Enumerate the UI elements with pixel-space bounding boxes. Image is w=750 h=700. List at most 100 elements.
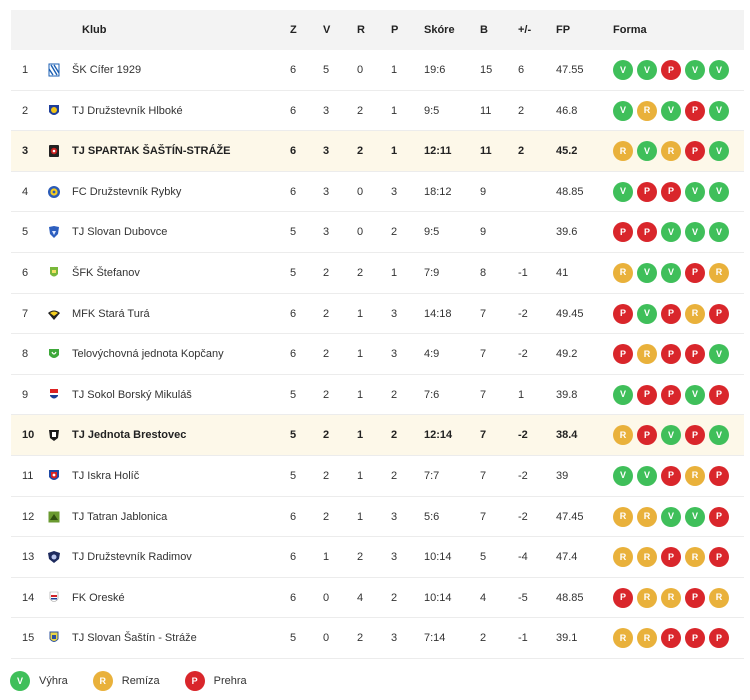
form-badge[interactable]: R [661, 587, 681, 608]
form-badge[interactable]: P [709, 303, 729, 324]
form-badge[interactable]: V [661, 506, 681, 527]
club-name-link[interactable]: ŠK Cífer 1929 [72, 64, 142, 76]
table-row[interactable]: 15 TJ Slovan Šaštín - Stráže 5 0 2 3 7:14 2 -1 39… [11, 618, 744, 659]
form-badge[interactable]: P [661, 547, 681, 568]
header-losses[interactable]: P [391, 24, 399, 36]
form-badge[interactable]: R [613, 506, 633, 527]
form-badge[interactable]: R [709, 587, 729, 608]
club-name-link[interactable]: TJ Slovan Dubovce [72, 226, 168, 239]
table-row[interactable]: 5 TJ Slovan Dubovce 5 3 0 2 9:5 9 39.6 P P V V V [11, 212, 744, 253]
form-badge[interactable]: V [709, 100, 729, 121]
table-row[interactable]: 6 ŠFK Štefanov 5 2 2 1 7:9 8 -1 41 R V V P R [11, 253, 744, 294]
form-badge[interactable]: P [613, 587, 633, 608]
club-name-link[interactable]: TJ Jednota Brestovec [72, 429, 187, 442]
form-badge[interactable]: V [613, 100, 633, 121]
form-badge[interactable]: R [613, 262, 633, 283]
form-badge[interactable]: R [709, 262, 729, 283]
form-badge[interactable]: R [685, 465, 705, 486]
form-badge[interactable]: R [685, 303, 705, 324]
form-badge[interactable]: R [613, 547, 633, 568]
form-badge[interactable]: R [637, 628, 657, 649]
form-badge[interactable]: V [637, 465, 657, 486]
club-name-link[interactable]: MFK Stará Turá [72, 307, 150, 320]
form-badge[interactable]: P [685, 141, 705, 162]
form-badge[interactable]: P [709, 384, 729, 405]
table-row[interactable]: 11 TJ Iskra Holíč 5 2 1 2 7:7 7 -2 39 V V P R P [11, 456, 744, 497]
form-badge[interactable]: V [613, 384, 633, 405]
form-badge[interactable]: R [637, 587, 657, 608]
club-name-link[interactable]: TJ Družstevník Hlboké [72, 104, 183, 117]
form-badge[interactable]: V [637, 60, 657, 80]
form-badge[interactable]: P [661, 384, 681, 405]
table-row[interactable]: 12 TJ Tatran Jablonica 6 2 1 3 5:6 7 -2 47.45 R R V V… [11, 497, 744, 538]
header-points[interactable]: B [480, 24, 488, 36]
form-badge[interactable]: R [613, 141, 633, 162]
form-badge[interactable]: V [685, 384, 705, 405]
table-row[interactable]: 2 TJ Družstevník Hlboké 6 3 2 1 9:5 11 2 46.8 V R V P… [11, 91, 744, 132]
form-badge[interactable]: P [637, 181, 657, 202]
form-badge[interactable]: P [613, 222, 633, 243]
form-badge[interactable]: P [661, 303, 681, 324]
table-row[interactable]: 13 TJ Družstevník Radimov 6 1 2 3 10:14 5 -4 47.4… [11, 537, 744, 578]
form-badge[interactable]: V [709, 425, 729, 446]
form-badge[interactable]: P [685, 587, 705, 608]
form-badge[interactable]: V [685, 222, 705, 243]
club-name-link[interactable]: TJ Družstevník Radimov [72, 551, 192, 564]
table-row[interactable]: 10 TJ Jednota Brestovec 5 2 1 2 12:14 7 -2 38.4 R P… [11, 415, 744, 456]
form-badge[interactable]: R [613, 425, 633, 446]
form-badge[interactable]: P [661, 465, 681, 486]
form-badge[interactable]: R [637, 506, 657, 527]
table-row[interactable]: 7 MFK Stará Turá 6 2 1 3 14:18 7 -2 49.45 P V P R P [11, 294, 744, 335]
form-badge[interactable]: P [613, 303, 633, 324]
header-score[interactable]: Skóre [424, 24, 455, 36]
form-badge[interactable]: P [709, 628, 729, 649]
form-badge[interactable]: P [685, 425, 705, 446]
form-badge[interactable]: V [661, 222, 681, 243]
form-badge[interactable]: V [661, 262, 681, 283]
form-badge[interactable]: V [685, 60, 705, 80]
form-badge[interactable]: V [709, 60, 729, 80]
header-wins[interactable]: V [323, 24, 331, 36]
form-badge[interactable]: P [637, 222, 657, 243]
club-name-link[interactable]: TJ Tatran Jablonica [72, 510, 168, 523]
form-badge[interactable]: R [637, 344, 657, 365]
form-badge[interactable]: R [637, 547, 657, 568]
form-badge[interactable]: V [613, 465, 633, 486]
header-draws[interactable]: R [357, 24, 365, 36]
form-badge[interactable]: P [661, 344, 681, 365]
form-badge[interactable]: P [637, 384, 657, 405]
club-name-link[interactable]: TJ Iskra Holíč [72, 469, 140, 482]
form-badge[interactable]: V [637, 141, 657, 162]
form-badge[interactable]: P [661, 181, 681, 202]
form-badge[interactable]: P [685, 628, 705, 649]
form-badge[interactable]: R [637, 100, 657, 121]
form-badge[interactable]: P [709, 547, 729, 568]
form-badge[interactable]: R [661, 141, 681, 162]
club-name-link[interactable]: TJ Sokol Borský Mikuláš [72, 388, 192, 401]
form-badge[interactable]: V [613, 181, 633, 202]
form-badge[interactable]: P [685, 344, 705, 365]
club-name-link[interactable]: TJ Slovan Šaštín - Stráže [72, 632, 197, 645]
table-row[interactable]: 9 TJ Sokol Borský Mikuláš 5 2 1 2 7:6 7 1 39.8 V P P… [11, 375, 744, 416]
form-badge[interactable]: V [709, 344, 729, 365]
club-name-link[interactable]: TJ SPARTAK ŠAŠTÍN-STRÁŽE [72, 145, 231, 158]
form-badge[interactable]: V [661, 100, 681, 121]
form-badge[interactable]: P [613, 344, 633, 365]
form-badge[interactable]: P [661, 60, 681, 80]
form-badge[interactable]: P [637, 425, 657, 446]
header-plus-minus[interactable]: +/- [518, 24, 532, 36]
form-badge[interactable]: P [661, 628, 681, 649]
form-badge[interactable]: V [709, 181, 729, 202]
form-badge[interactable]: R [613, 628, 633, 649]
form-badge[interactable]: V [685, 181, 705, 202]
form-badge[interactable]: P [709, 506, 729, 527]
table-row[interactable]: 8 Telovýchovná jednota Kopčany 6 2 1 3 4:9 7 -2 4… [11, 334, 744, 375]
table-row[interactable]: 3 TJ SPARTAK ŠAŠTÍN-STRÁŽE 6 3 2 1 12:11 11 2 45.… [11, 131, 744, 172]
header-played[interactable]: Z [290, 24, 297, 36]
club-name-link[interactable]: FC Družstevník Rybky [72, 185, 182, 198]
form-badge[interactable]: V [613, 60, 633, 80]
form-badge[interactable]: V [661, 425, 681, 446]
form-badge[interactable]: V [709, 222, 729, 243]
table-row[interactable]: 14 FK Oreské 6 0 4 2 10:14 4 -5 48.85 P R R P R [11, 578, 744, 619]
form-badge[interactable]: R [685, 547, 705, 568]
